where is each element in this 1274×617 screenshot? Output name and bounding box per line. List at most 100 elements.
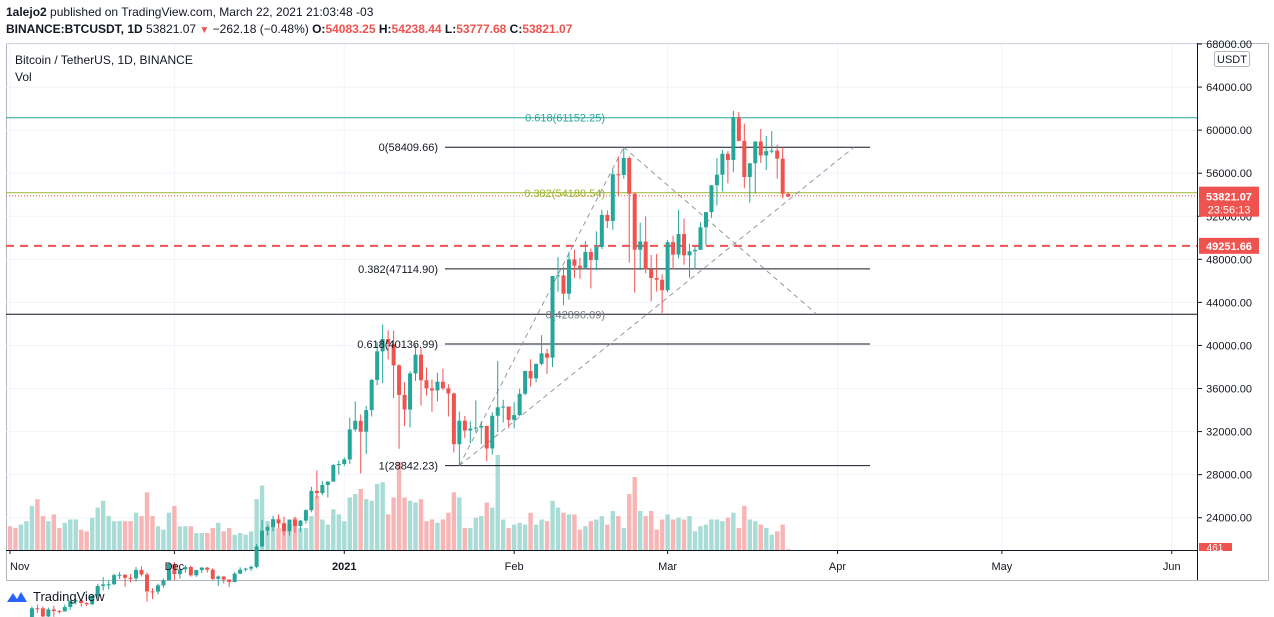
volume-bar	[775, 531, 780, 550]
volume-bar	[506, 527, 511, 550]
level-label: 1(28842.23)	[379, 461, 438, 473]
candle-body	[413, 354, 418, 374]
candle-body	[660, 279, 665, 291]
volume-bar	[128, 521, 133, 550]
volume-bar	[35, 499, 40, 550]
candle-body	[369, 379, 374, 411]
last-price-tag-text: 53821.07	[1206, 192, 1252, 204]
countdown-tag-text: 23:56:13	[1208, 205, 1251, 217]
volume-bar	[736, 527, 742, 550]
low-label: L:	[444, 22, 457, 36]
y-tick-label: 36000.00	[1206, 384, 1252, 396]
high-value: 54238.44	[391, 22, 442, 36]
y-tick-label: 24000.00	[1206, 513, 1252, 525]
volume-bar	[216, 522, 221, 550]
alert-price-tag	[1199, 237, 1259, 254]
y-tick-label: 28000.00	[1206, 470, 1252, 482]
volume-bar	[100, 500, 106, 550]
candle-body	[676, 234, 681, 255]
candle-body	[134, 569, 139, 579]
volume-bar	[703, 524, 709, 550]
candle-body	[429, 388, 434, 391]
candle-body	[780, 158, 785, 194]
volume-bar	[380, 482, 385, 550]
volume-bar	[681, 519, 687, 550]
y-tick-label: 32000.00	[1206, 427, 1252, 439]
candle-body	[166, 563, 171, 581]
publisher-user[interactable]: 1alejo2	[6, 5, 47, 19]
volume-bar	[314, 495, 320, 550]
level-label: 0.618(40136.99)	[357, 339, 438, 351]
candle-body	[632, 193, 637, 250]
volume-bar	[638, 510, 643, 550]
candle-body	[391, 343, 396, 366]
candle-body	[665, 242, 670, 291]
volume-bar	[51, 514, 57, 550]
volume-bar	[462, 527, 468, 550]
candle-body	[249, 566, 254, 569]
volume-bar	[561, 512, 566, 550]
price-axis[interactable]: 68000.0064000.0060000.0056000.0052000.00…	[1197, 39, 1252, 525]
symbol-label[interactable]: BINANCE:BTCUSDT, 1D	[6, 22, 143, 36]
candle-body	[221, 576, 226, 580]
time-axis[interactable]: Nov Dec 2021 Feb Mar Apr May Jun	[9, 550, 1181, 573]
candle-body	[139, 569, 144, 575]
candle-body	[117, 574, 122, 576]
volume-legend[interactable]: Vol	[15, 70, 32, 84]
candle-body	[523, 371, 528, 394]
footer-brand[interactable]: TradingView	[6, 589, 105, 604]
candle-body	[725, 153, 730, 160]
volume-bar	[769, 534, 774, 550]
candle-body	[501, 406, 506, 408]
volume-bar	[539, 519, 544, 550]
candle-body	[649, 269, 654, 279]
volume-bar	[577, 529, 583, 550]
y-tick-label: 48000.00	[1206, 254, 1252, 266]
candle-body	[364, 410, 369, 432]
volume-bars	[7, 455, 791, 550]
trend-line	[458, 147, 625, 466]
candle-body	[479, 425, 484, 428]
currency-badge[interactable]	[1214, 51, 1250, 67]
volume-bar	[402, 497, 407, 550]
volume-bar	[254, 499, 259, 550]
volume-bar	[62, 522, 67, 550]
high-label: H:	[378, 22, 392, 36]
candle-body	[408, 373, 413, 410]
volume-bar	[391, 497, 396, 550]
candle-body	[747, 163, 752, 177]
candle-body	[753, 141, 758, 164]
candle-body	[282, 523, 286, 532]
chart-header: 1alejo2 published on TradingView.com, Ma…	[6, 4, 572, 39]
last-price-tag	[1199, 186, 1259, 217]
volume-bar	[144, 492, 150, 550]
volume-bar	[544, 521, 550, 550]
footer-brand-text: TradingView	[33, 589, 105, 604]
volume-bar	[227, 527, 232, 550]
volume-bar	[627, 494, 632, 550]
candle-body	[490, 415, 495, 449]
candle-body	[227, 579, 232, 582]
volume-bar	[605, 524, 610, 550]
candle-body	[616, 174, 621, 176]
volume-bar	[276, 527, 281, 550]
x-tick-label: Feb	[505, 561, 524, 573]
volume-bar	[40, 516, 46, 550]
published-text: published on TradingView.com, March 22, …	[50, 5, 374, 19]
candle-body	[62, 607, 67, 612]
volume-bar	[484, 502, 489, 550]
candle-body	[358, 420, 363, 432]
candle-body	[57, 611, 62, 613]
volume-bar	[298, 527, 303, 550]
candle-body	[468, 428, 473, 431]
candle-body	[709, 185, 714, 213]
candle-body	[265, 527, 270, 531]
volume-bar	[616, 516, 621, 550]
volume-bar	[725, 517, 731, 550]
volume-bar	[632, 477, 637, 550]
candle-body	[232, 573, 237, 582]
series-legend-title[interactable]: Bitcoin / TetherUS, 1D, BINANCE	[15, 53, 193, 67]
candle-body	[605, 214, 610, 221]
candle-body	[386, 338, 391, 344]
